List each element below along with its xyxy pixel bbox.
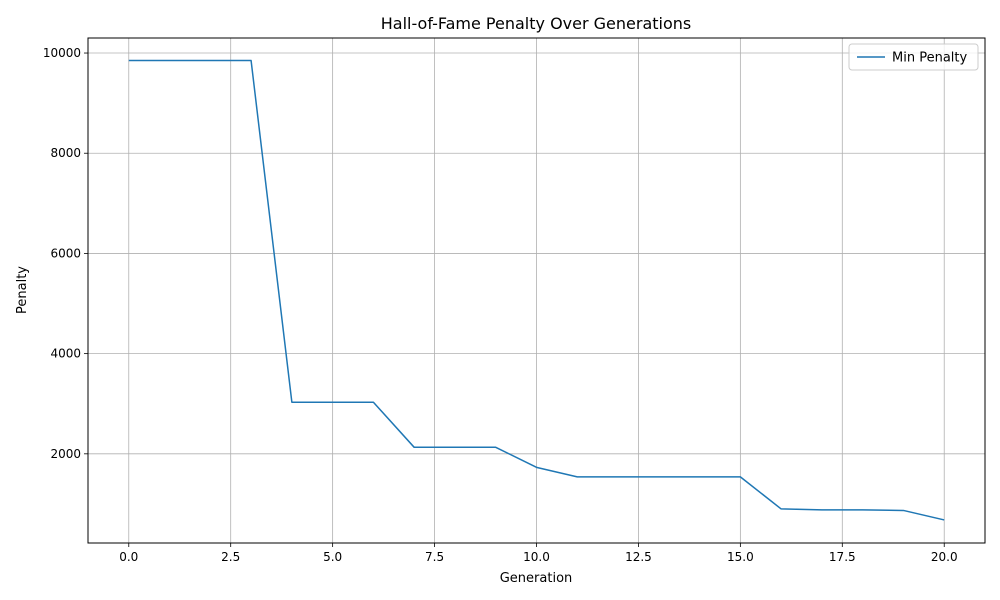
x-tick-label: 7.5 (425, 550, 444, 564)
y-axis-label: Penalty (15, 266, 30, 314)
plot-area (128, 59, 945, 521)
y-tick-label: 8000 (50, 146, 81, 160)
legend: Min Penalty (848, 43, 979, 71)
x-tick-label: 17.5 (829, 550, 856, 564)
legend-box (848, 43, 979, 71)
x-tick-label: 2.5 (221, 550, 240, 564)
x-tick-label: 12.5 (625, 550, 652, 564)
x-axis-label: Generation (500, 571, 573, 586)
x-tick-label: 20.0 (931, 550, 958, 564)
y-tick-label: 10000 (43, 46, 81, 60)
y-axis-ticks: 2000 4000 6000 8000 10000 (43, 46, 88, 461)
x-tick-label: 0.0 (119, 550, 138, 564)
grid-lines (88, 38, 985, 543)
y-tick-label: 6000 (50, 246, 81, 260)
series-line-min-penalty (128, 59, 945, 521)
y-tick-label: 4000 (50, 347, 81, 361)
x-axis-ticks: 0.0 2.5 5.0 7.5 10.0 12.5 15.0 17.5 20.0 (119, 543, 958, 564)
y-tick-label: 2000 (50, 447, 81, 461)
chart-title: Hall-of-Fame Penalty Over Generations (381, 14, 691, 33)
x-tick-label: 15.0 (727, 550, 754, 564)
x-tick-label: 10.0 (523, 550, 550, 564)
legend-label: Min Penalty (892, 51, 967, 66)
x-tick-label: 5.0 (323, 550, 342, 564)
